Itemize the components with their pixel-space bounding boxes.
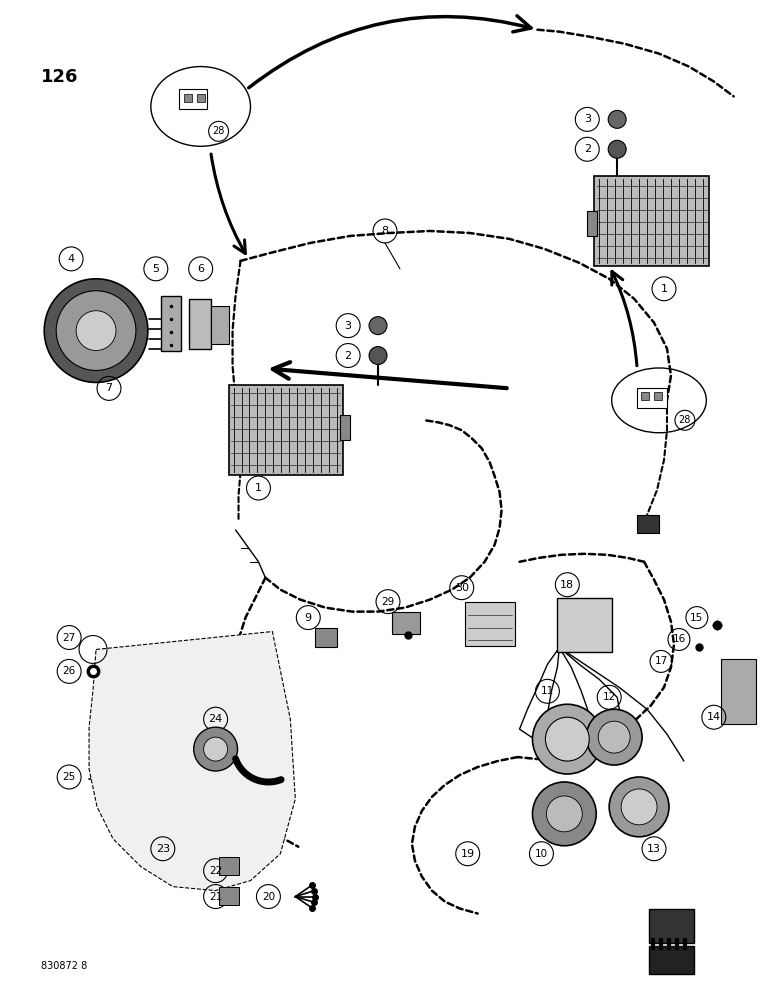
Circle shape	[369, 347, 387, 364]
FancyBboxPatch shape	[197, 94, 205, 102]
FancyBboxPatch shape	[594, 176, 709, 266]
Text: 19: 19	[461, 849, 475, 859]
Text: 12: 12	[603, 692, 616, 702]
Text: 2: 2	[584, 144, 591, 154]
FancyBboxPatch shape	[184, 94, 191, 102]
Text: 2: 2	[344, 351, 352, 361]
FancyBboxPatch shape	[218, 887, 239, 905]
Circle shape	[76, 311, 116, 351]
FancyBboxPatch shape	[641, 392, 649, 400]
Text: 4: 4	[68, 254, 75, 264]
Circle shape	[369, 317, 387, 335]
Text: 18: 18	[560, 580, 574, 590]
Text: 9: 9	[305, 613, 312, 623]
FancyBboxPatch shape	[557, 598, 612, 652]
Text: 26: 26	[63, 666, 76, 676]
Circle shape	[547, 796, 582, 832]
FancyBboxPatch shape	[392, 612, 420, 634]
Text: 7: 7	[106, 383, 113, 393]
Text: 20: 20	[262, 892, 275, 902]
Text: 28: 28	[212, 126, 225, 136]
Text: 16: 16	[672, 634, 686, 644]
Text: 10: 10	[535, 849, 548, 859]
Text: 24: 24	[208, 714, 223, 724]
Text: 28: 28	[679, 415, 691, 425]
Text: 27: 27	[63, 633, 76, 643]
Circle shape	[533, 704, 602, 774]
Text: 6: 6	[197, 264, 204, 274]
FancyBboxPatch shape	[721, 659, 756, 724]
Text: 13: 13	[647, 844, 661, 854]
Text: 25: 25	[63, 772, 76, 782]
FancyBboxPatch shape	[465, 602, 514, 646]
Text: 11: 11	[541, 686, 554, 696]
Circle shape	[546, 717, 589, 761]
FancyBboxPatch shape	[179, 89, 207, 109]
Text: 126: 126	[41, 68, 79, 86]
FancyBboxPatch shape	[218, 857, 239, 875]
Text: 29: 29	[381, 597, 394, 607]
Text: 8: 8	[381, 226, 388, 236]
FancyBboxPatch shape	[229, 385, 344, 475]
Text: 14: 14	[706, 712, 721, 722]
Circle shape	[586, 709, 642, 765]
Text: 23: 23	[156, 844, 170, 854]
FancyBboxPatch shape	[587, 211, 598, 236]
Text: 22: 22	[209, 866, 222, 876]
Circle shape	[533, 782, 596, 846]
FancyBboxPatch shape	[211, 306, 229, 344]
Circle shape	[608, 110, 626, 128]
Text: 30: 30	[455, 583, 469, 593]
Text: 17: 17	[655, 656, 668, 666]
FancyBboxPatch shape	[637, 388, 667, 408]
Text: 21: 21	[209, 892, 222, 902]
Circle shape	[598, 721, 630, 753]
Circle shape	[608, 140, 626, 158]
Circle shape	[194, 727, 238, 771]
Polygon shape	[89, 632, 296, 891]
Circle shape	[609, 777, 669, 837]
Circle shape	[621, 789, 657, 825]
Text: 5: 5	[152, 264, 159, 274]
Circle shape	[44, 279, 148, 382]
Text: 830872 8: 830872 8	[41, 961, 87, 971]
FancyBboxPatch shape	[649, 946, 694, 974]
FancyBboxPatch shape	[188, 299, 211, 349]
Text: 3: 3	[344, 321, 351, 331]
Text: 3: 3	[584, 114, 591, 124]
Circle shape	[56, 291, 136, 370]
Circle shape	[204, 737, 228, 761]
FancyBboxPatch shape	[649, 909, 694, 943]
FancyBboxPatch shape	[161, 296, 181, 351]
FancyBboxPatch shape	[315, 628, 337, 647]
FancyBboxPatch shape	[654, 392, 662, 400]
FancyBboxPatch shape	[637, 515, 659, 533]
FancyBboxPatch shape	[340, 415, 350, 440]
Text: 15: 15	[690, 613, 703, 623]
Text: 1: 1	[255, 483, 262, 493]
Text: 1: 1	[661, 284, 668, 294]
